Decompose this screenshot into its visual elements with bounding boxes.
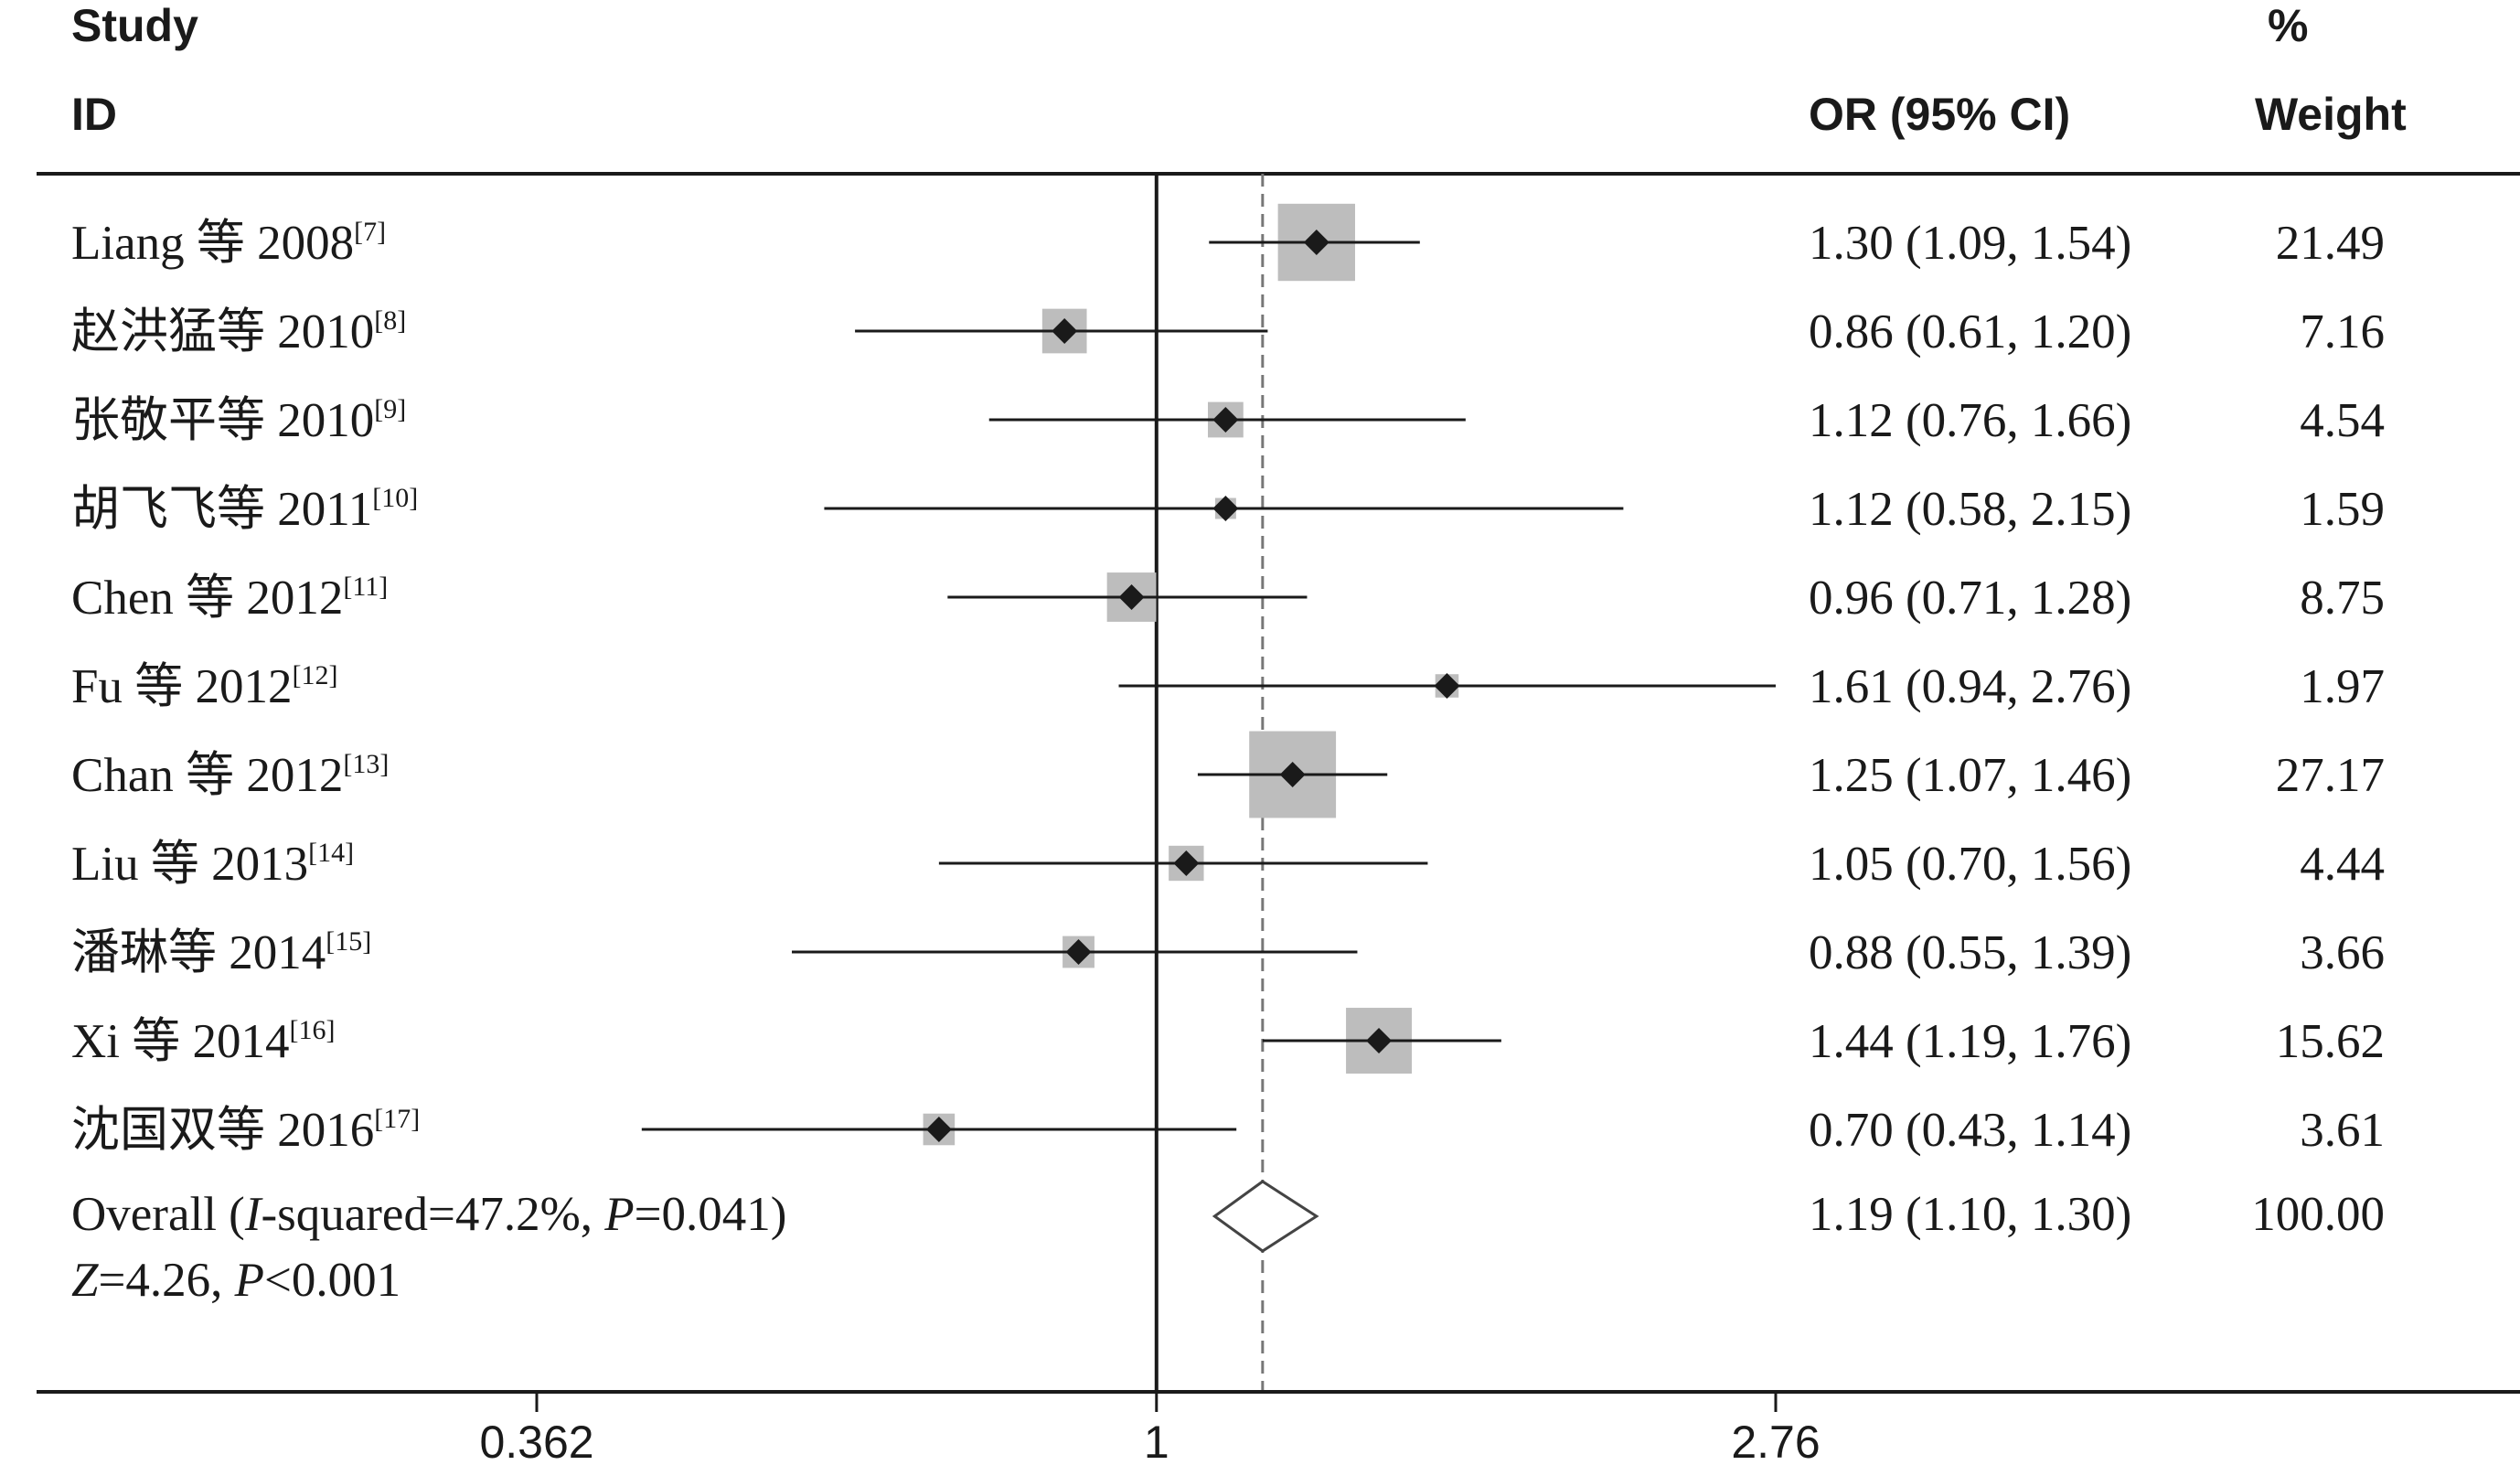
weight-text: 4.54 xyxy=(2300,394,2385,447)
weight-text: 1.97 xyxy=(2300,660,2385,713)
study-label: Chen 等 2012[11] xyxy=(71,572,388,625)
weight-text: 8.75 xyxy=(2300,572,2385,625)
study-label: Liu 等 2013[14] xyxy=(71,838,354,891)
point-estimate-marker xyxy=(925,1117,952,1142)
row-text: Liang 等 2008[7] 1.30 (1.09, 1.54) 21.49 赵洪猛… xyxy=(71,217,2385,1157)
ci-text: 1.12 (0.58, 2.15) xyxy=(1809,483,2131,536)
study-label: 赵洪猛等 2010[8] xyxy=(71,305,406,358)
ci-text: 1.12 (0.76, 1.66) xyxy=(1809,394,2131,447)
weight-text: 15.62 xyxy=(2276,1015,2385,1068)
ci-text: 1.30 (1.09, 1.54) xyxy=(1809,217,2131,270)
header-weight: Weight xyxy=(2255,89,2407,140)
header-study: Study xyxy=(71,0,198,51)
header-percent: % xyxy=(2268,0,2308,51)
point-estimate-marker xyxy=(1279,762,1306,787)
overall-diamond xyxy=(1212,1180,1319,1253)
study-label: Xi 等 2014[16] xyxy=(71,1015,335,1068)
weight-text: 3.61 xyxy=(2300,1104,2385,1157)
study-label: 胡飞飞等 2011[10] xyxy=(71,483,418,536)
overall-weight-text: 100.00 xyxy=(2251,1188,2385,1241)
overall-ci-text: 1.19 (1.10, 1.30) xyxy=(1809,1188,2131,1241)
plot-marks xyxy=(641,174,1776,1392)
header-effect: OR (95% CI) xyxy=(1809,89,2070,140)
study-label: 沈国双等 2016[17] xyxy=(71,1104,420,1157)
ci-text: 1.25 (1.07, 1.46) xyxy=(1809,749,2131,802)
weight-text: 3.66 xyxy=(2300,926,2385,979)
overall-label: Overall (I-squared=47.2%, P=0.041) xyxy=(71,1188,786,1241)
point-estimate-marker xyxy=(1212,496,1239,521)
ci-text: 0.86 (0.61, 1.20) xyxy=(1809,305,2131,358)
point-estimate-marker xyxy=(1434,673,1460,699)
header-id: ID xyxy=(71,89,117,140)
study-label: Liang 等 2008[7] xyxy=(71,217,386,270)
point-estimate-marker xyxy=(1173,850,1200,876)
study-label: 张敬平等 2010[9] xyxy=(71,394,406,447)
ci-text: 0.70 (0.43, 1.14) xyxy=(1809,1104,2131,1157)
overall-z-label: Z=4.26, P<0.001 xyxy=(71,1254,400,1307)
x-axis-ticks: 0.362 1 2.76 xyxy=(479,1392,1821,1465)
point-estimate-marker xyxy=(1118,584,1145,610)
ci-text: 1.61 (0.94, 2.76) xyxy=(1809,660,2131,713)
ci-text: 1.44 (1.19, 1.76) xyxy=(1809,1015,2131,1068)
point-estimate-marker xyxy=(1052,318,1078,344)
ci-text: 0.88 (0.55, 1.39) xyxy=(1809,926,2131,979)
ci-text: 1.05 (0.70, 1.56) xyxy=(1809,838,2131,891)
weight-text: 21.49 xyxy=(2276,217,2385,270)
point-estimate-marker xyxy=(1366,1028,1393,1053)
x-tick-label: 1 xyxy=(1144,1417,1169,1465)
weight-text: 4.44 xyxy=(2300,838,2385,891)
weight-text: 7.16 xyxy=(2300,305,2385,358)
x-tick-label: 2.76 xyxy=(1731,1417,1820,1465)
study-label: 潘琳等 2014[15] xyxy=(71,926,371,979)
study-label: Chan 等 2012[13] xyxy=(71,749,389,802)
point-estimate-marker xyxy=(1065,939,1092,965)
weight-text: 1.59 xyxy=(2300,483,2385,536)
x-tick-label: 0.362 xyxy=(479,1417,593,1465)
point-estimate-marker xyxy=(1303,230,1329,255)
weight-text: 27.17 xyxy=(2276,749,2385,802)
ci-text: 0.96 (0.71, 1.28) xyxy=(1809,572,2131,625)
study-label: Fu 等 2012[12] xyxy=(71,660,337,713)
point-estimate-marker xyxy=(1212,407,1239,433)
